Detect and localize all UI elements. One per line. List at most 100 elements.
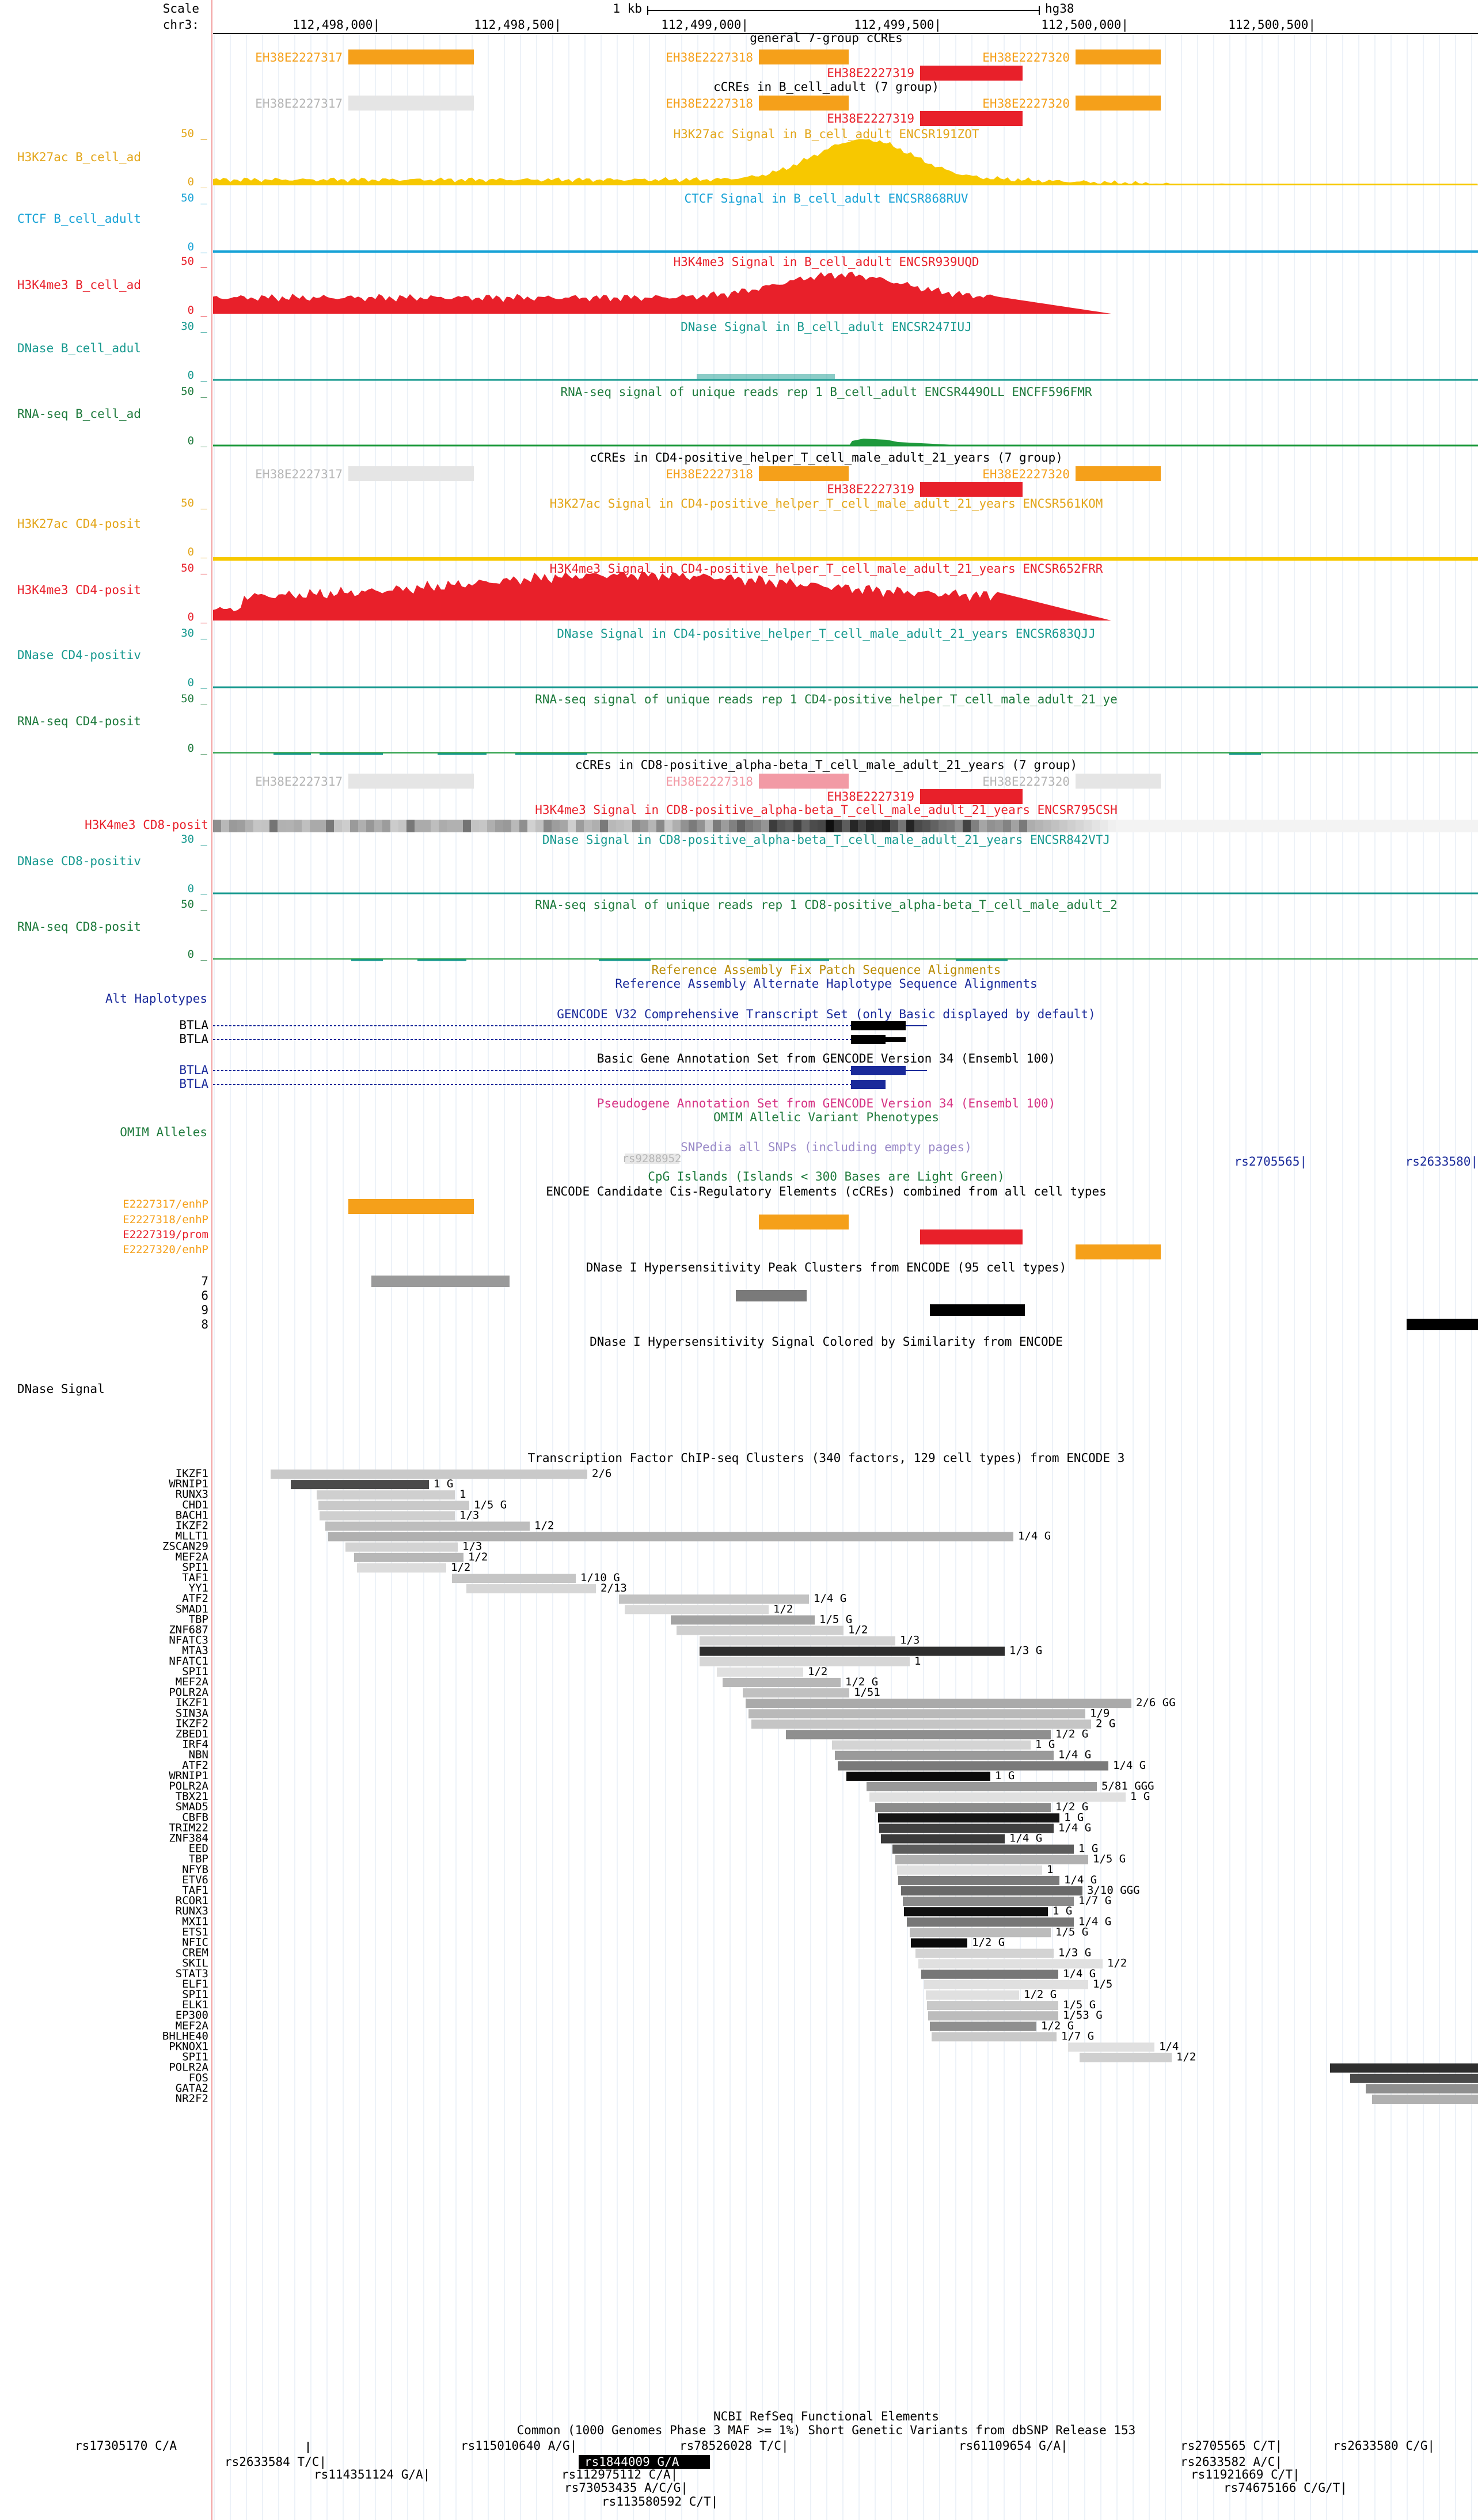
tf-name[interactable]: CBFB: [182, 1811, 208, 1824]
tf-name[interactable]: TBP: [189, 1853, 208, 1866]
tf-name[interactable]: MXI1: [182, 1915, 208, 1928]
tf-name[interactable]: POLR2A: [169, 1780, 208, 1792]
snp-label[interactable]: rs74675166 C/G/T|: [1224, 2481, 1347, 2495]
tf-name[interactable]: NR2F2: [176, 2092, 208, 2105]
tf-name[interactable]: CREM: [182, 1947, 208, 1959]
omim-variant-label[interactable]: rs2705565|: [1234, 1155, 1307, 1169]
snp-label[interactable]: rs2633584 T/C|: [225, 2455, 326, 2469]
tf-name[interactable]: ZNF384: [169, 1832, 208, 1845]
tf-cluster-bar[interactable]: [910, 1928, 1051, 1937]
snp-label[interactable]: rs73053435 A/C/G|: [564, 2481, 688, 2495]
tf-name[interactable]: IKZF1: [176, 1696, 208, 1709]
snp-label[interactable]: rs115010640 A/G|: [461, 2439, 577, 2453]
track-label[interactable]: DNase Signal: [17, 1382, 105, 1396]
transcript-exon[interactable]: [851, 1035, 886, 1044]
tf-name[interactable]: SPI1: [182, 1665, 208, 1678]
transcript-exon[interactable]: [851, 1066, 906, 1075]
dnase-peak-clusters[interactable]: 7 6 9 8: [201, 1274, 1478, 1331]
ccre-feature[interactable]: [348, 50, 474, 64]
tf-cluster-bar[interactable]: [907, 1917, 1074, 1927]
dnase-cluster[interactable]: [371, 1276, 510, 1287]
gene-models[interactable]: BTLA BTLA BTLA BTLA: [179, 1018, 927, 1091]
track-label[interactable]: DNase B_cell_adul: [17, 341, 141, 355]
tf-cluster-bar[interactable]: [357, 1563, 446, 1573]
tf-cluster-bar[interactable]: [897, 1865, 1042, 1875]
tf-cluster-bar[interactable]: [677, 1626, 844, 1635]
tf-name[interactable]: MEF2A: [176, 1551, 209, 1563]
track-label[interactable]: E2227319/prom: [123, 1228, 208, 1241]
tf-name[interactable]: MEF2A: [176, 1676, 209, 1688]
signal-tracks[interactable]: [213, 139, 1478, 447]
snp-label[interactable]: rs2705565 C/T|: [1180, 2439, 1282, 2453]
tf-name[interactable]: NFYB: [182, 1863, 208, 1876]
snp-label[interactable]: rs1844009 G/A: [584, 2455, 679, 2469]
tf-cluster-bar[interactable]: [1350, 2073, 1478, 2083]
ccre-feature[interactable]: [759, 50, 849, 64]
tf-name[interactable]: TBP: [189, 1613, 208, 1626]
tf-name[interactable]: POLR2A: [169, 2061, 208, 2074]
tf-cluster-bar[interactable]: [915, 1948, 1054, 1958]
tf-cluster-bar[interactable]: [345, 1542, 458, 1552]
left-track-labels[interactable]: H3K27ac B_cell_ad CTCF B_cell_adult H3K4…: [17, 150, 208, 1396]
tf-name[interactable]: EP300: [176, 2009, 208, 2022]
h3k27ac-cd4-signal[interactable]: [213, 557, 1478, 561]
tf-cluster-bar[interactable]: [835, 1750, 1054, 1760]
ccre-cd4-track[interactable]: EH38E2227317 EH38E2227318 EH38E2227319 E…: [255, 466, 1161, 497]
tf-name[interactable]: ZSCAN29: [162, 1540, 208, 1553]
tf-name[interactable]: TBX21: [176, 1790, 208, 1803]
tf-cluster-bar[interactable]: [743, 1688, 849, 1698]
h3k4me3-cd8-dense-heatmap[interactable]: [213, 820, 1478, 832]
track-label[interactable]: E2227317/enhP: [123, 1198, 208, 1210]
gencode-basic-transcripts[interactable]: BTLA BTLA: [179, 1063, 927, 1091]
tf-cluster-bar[interactable]: [452, 1574, 576, 1583]
h3k4me3-b-cell-signal[interactable]: [213, 272, 1478, 314]
tf-cluster-bar[interactable]: [926, 1990, 1019, 2000]
tf-name[interactable]: ETV6: [182, 1874, 208, 1886]
h3k27ac-b-cell-signal[interactable]: [213, 139, 1478, 185]
rna-seq-b-cell-peak[interactable]: [849, 439, 956, 446]
tf-cluster-bar[interactable]: [318, 1501, 469, 1510]
ccre-feature[interactable]: [348, 466, 474, 481]
track-label[interactable]: E2227320/enhP: [123, 1243, 208, 1256]
ccre-feature[interactable]: [348, 774, 474, 789]
tf-cluster-bar[interactable]: [325, 1521, 530, 1531]
tf-cluster-bar[interactable]: [700, 1636, 895, 1646]
tf-name[interactable]: NBN: [189, 1749, 208, 1761]
ccre-general-track[interactable]: EH38E2227317 EH38E2227318 EH38E2227319 E…: [255, 50, 1161, 81]
snp-label[interactable]: rs113580592 C/T|: [602, 2495, 718, 2509]
gencode-comprehensive-transcripts[interactable]: BTLA BTLA: [179, 1018, 927, 1046]
track-label[interactable]: RNA-seq CD4-posit: [17, 714, 141, 728]
tf-name[interactable]: NFATC1: [169, 1655, 208, 1668]
tf-cluster-bar[interactable]: [751, 1719, 1091, 1729]
tf-cluster-bar[interactable]: [320, 1511, 455, 1521]
tf-cluster-bar[interactable]: [901, 1886, 1082, 1895]
track-label[interactable]: H3K4me3 CD4-posit: [17, 583, 141, 597]
tf-cluster-bar[interactable]: [924, 1980, 1088, 1989]
tf-cluster-bar[interactable]: [930, 2022, 1036, 2031]
ccre-feature[interactable]: [348, 96, 474, 111]
tf-name[interactable]: CHD1: [182, 1498, 208, 1511]
track-label[interactable]: DNase CD8-positiv: [17, 854, 141, 868]
tf-cluster-bar[interactable]: [903, 1897, 1074, 1906]
ccre-feature[interactable]: [759, 466, 849, 481]
tf-name[interactable]: NFIC: [182, 1936, 208, 1949]
gene-label[interactable]: BTLA: [179, 1018, 208, 1032]
snpedia-feature[interactable]: [625, 1154, 679, 1164]
track-label[interactable]: RNA-seq B_cell_ad: [17, 407, 141, 421]
ccre-feature[interactable]: [1076, 50, 1161, 64]
track-label[interactable]: H3K27ac CD4-posit: [17, 517, 141, 531]
tf-cluster-bar[interactable]: [895, 1855, 1088, 1864]
tf-name[interactable]: MTA3: [182, 1645, 208, 1657]
gene-label[interactable]: BTLA: [179, 1063, 208, 1077]
tf-name[interactable]: PKNOX1: [169, 2041, 208, 2053]
tf-name[interactable]: BHLHE40: [162, 2030, 208, 2042]
snpedia-track[interactable]: rs9288952 rs2705565| rs2633580|: [622, 1152, 1478, 1169]
tf-cluster-bar[interactable]: [932, 2032, 1057, 2042]
dnase-cluster[interactable]: [930, 1304, 1025, 1316]
track-label[interactable]: DNase CD4-positiv: [17, 648, 141, 662]
ccre-cd8-track[interactable]: EH38E2227317 EH38E2227318 EH38E2227319 E…: [255, 774, 1161, 804]
dnase-b-cell-peaks[interactable]: [697, 374, 835, 379]
tf-cluster-bar[interactable]: [1372, 2095, 1478, 2104]
tf-name[interactable]: SPI1: [182, 1561, 208, 1574]
